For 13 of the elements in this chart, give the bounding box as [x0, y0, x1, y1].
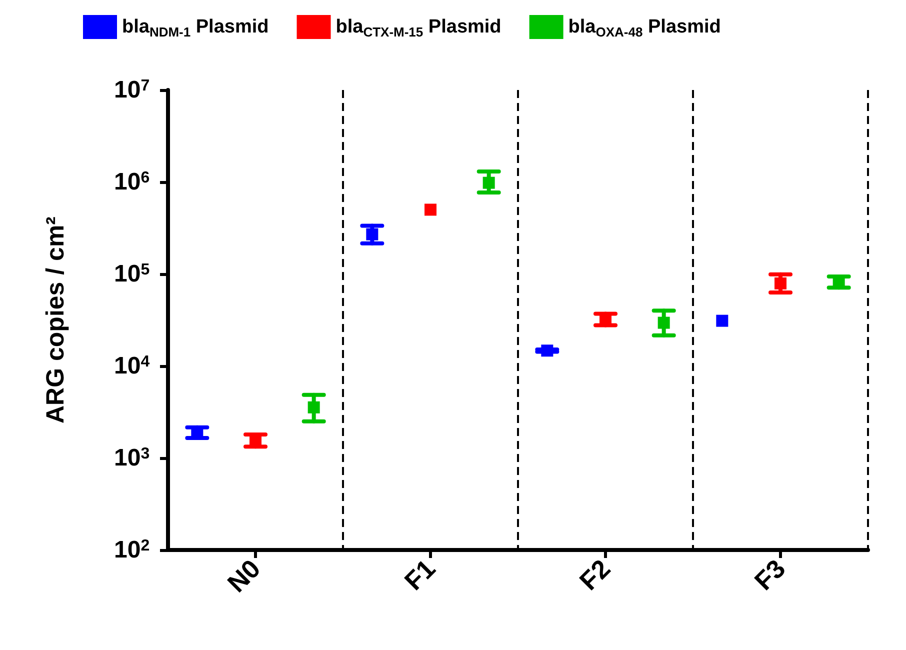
x-tick-label: F3 [748, 553, 792, 596]
point [541, 344, 554, 357]
x-tick-label: N0 [221, 553, 266, 598]
point [366, 228, 378, 240]
point [482, 176, 495, 189]
point [424, 204, 436, 216]
x-tick-label: F1 [398, 553, 442, 596]
point [716, 314, 728, 327]
point [308, 401, 320, 414]
x-tick-label: F2 [573, 553, 616, 596]
point [774, 277, 786, 290]
point [658, 316, 670, 329]
y-axis-title: ARG copies / cm² [42, 216, 70, 424]
